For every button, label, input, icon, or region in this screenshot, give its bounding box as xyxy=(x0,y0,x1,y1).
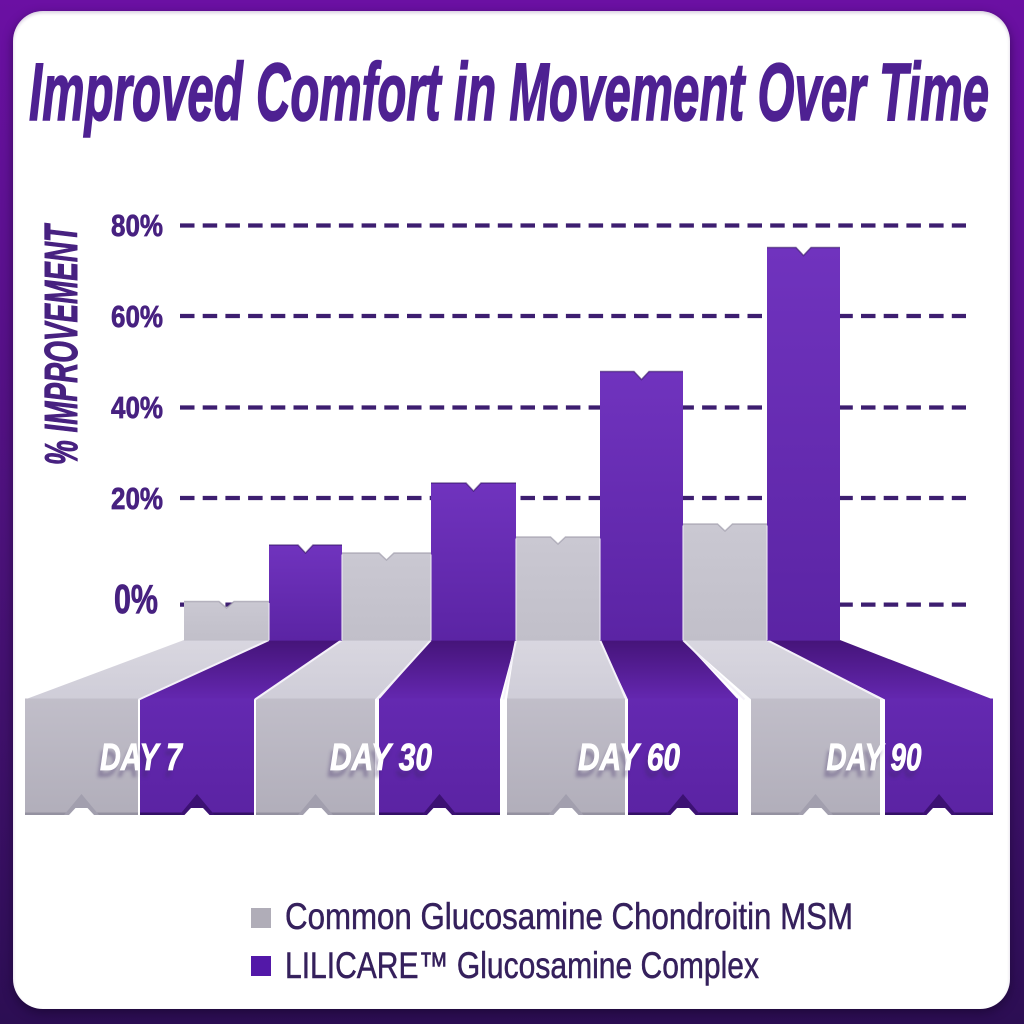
svg-text:40%: 40% xyxy=(111,390,163,425)
svg-text:DAY 7: DAY 7 xyxy=(100,737,183,779)
svg-text:% IMPROVEMENT: % IMPROVEMENT xyxy=(35,223,87,465)
svg-text:DAY 60: DAY 60 xyxy=(575,744,677,786)
svg-text:DAY 90: DAY 90 xyxy=(824,744,919,786)
svg-text:60%: 60% xyxy=(111,299,163,334)
svg-text:DAY 7: DAY 7 xyxy=(97,744,180,786)
svg-text:DAY 90: DAY 90 xyxy=(827,737,922,779)
svg-text:LILICARE™ Glucosamine Complex: LILICARE™ Glucosamine Complex xyxy=(285,945,759,986)
svg-text:0%: 0% xyxy=(114,576,158,622)
svg-text:80%: 80% xyxy=(111,208,163,243)
svg-text:20%: 20% xyxy=(111,481,163,516)
svg-text:DAY 30: DAY 30 xyxy=(330,737,432,779)
svg-text:Improved Comfort in Movement O: Improved Comfort in Movement Over Time xyxy=(29,47,989,138)
svg-text:DAY 30: DAY 30 xyxy=(327,744,429,786)
svg-text:DAY 60: DAY 60 xyxy=(578,737,680,779)
svg-text:Common Glucosamine Chondroitin: Common Glucosamine Chondroitin MSM xyxy=(285,896,853,937)
